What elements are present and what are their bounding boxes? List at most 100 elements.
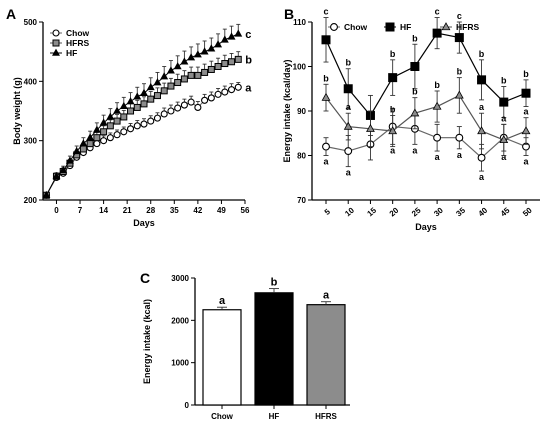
x-tick-label: 0 (54, 206, 59, 215)
x-tick-label: 50 (521, 205, 534, 218)
legend-marker (385, 22, 395, 32)
data-point (146, 82, 155, 91)
legend-marker (52, 48, 60, 56)
x-tick-label: 40 (477, 205, 490, 218)
data-point (454, 90, 464, 99)
x-tick-label: 45 (499, 205, 512, 218)
data-point (321, 92, 331, 101)
y-tick-label: 90 (297, 107, 306, 116)
series-hfrs: b a b b b b a a a (321, 67, 531, 156)
legend-marker (330, 23, 338, 31)
legend-marker (441, 22, 451, 31)
x-tick-label: Chow (211, 412, 234, 421)
data-point (133, 92, 142, 100)
data-point (214, 63, 222, 70)
data-point (207, 44, 216, 52)
bar-chow (202, 309, 242, 406)
data-point (388, 126, 398, 135)
data-point (52, 171, 61, 180)
data-point (72, 146, 81, 155)
data-point (140, 120, 148, 128)
data-point (180, 75, 188, 83)
significance-label: a (346, 102, 352, 112)
significance-label: a (390, 145, 396, 155)
data-point (227, 86, 236, 94)
legend-label: Chow (66, 28, 90, 38)
data-point (65, 156, 74, 164)
data-point (147, 117, 155, 125)
y-tick-label: 300 (24, 137, 38, 146)
data-point (194, 103, 202, 111)
significance-label: b (245, 54, 252, 66)
significance-label: a (219, 295, 226, 307)
data-point (499, 135, 509, 144)
significance-label: a (501, 152, 507, 162)
data-point (433, 133, 442, 142)
data-point (153, 114, 162, 122)
data-point (388, 73, 398, 83)
data-point (234, 55, 242, 63)
significance-label: a (323, 290, 330, 302)
significance-label: a (523, 107, 529, 117)
significance-label: b (479, 49, 485, 59)
x-tick-label: 5 (323, 207, 333, 217)
x-tick-label: HFRS (315, 412, 337, 421)
data-point (173, 62, 182, 70)
data-point (343, 121, 353, 130)
data-point (113, 131, 121, 139)
data-point (133, 122, 141, 130)
data-point (521, 88, 531, 98)
data-point (432, 28, 442, 38)
data-point (477, 126, 486, 135)
data-point (86, 140, 94, 148)
data-point (59, 165, 68, 174)
data-point (214, 40, 223, 48)
data-point (153, 78, 162, 86)
data-point (234, 29, 243, 37)
x-tick-label: 14 (99, 206, 108, 215)
series-hf: c b b b c c b b b (321, 7, 531, 136)
y-tick-label: 400 (24, 77, 38, 86)
significance-label: a (412, 145, 418, 155)
data-point (92, 125, 101, 133)
significance-label: a (501, 113, 507, 123)
significance-label: a (523, 157, 529, 167)
significance-label: c (245, 29, 251, 41)
significance-label: a (435, 152, 441, 162)
chart-b-x-axis-label: Days (415, 222, 437, 232)
chart-a-axes: 200 300 400 500 0 7 14 21 28 35 42 49 56 (24, 18, 250, 215)
legend-label: HFRS (456, 22, 479, 32)
data-point (106, 122, 114, 130)
data-point (200, 47, 209, 55)
significance-label: b (390, 49, 396, 59)
data-point (321, 35, 331, 45)
chart-a-y-axis-label: Body weight (g) (12, 77, 22, 145)
y-tick-label: 80 (297, 152, 306, 161)
panel-label-c: C (140, 270, 150, 286)
significance-label: b (390, 104, 396, 114)
legend-label: HF (400, 22, 411, 32)
data-point (180, 57, 189, 65)
series-chow: a a a a a a a a a (322, 108, 530, 182)
legend-marker (52, 29, 60, 37)
significance-label: b (434, 80, 440, 90)
data-point (126, 97, 135, 105)
chart-b-series: a a a a a a a a a c b b b c c b b b b a b b b b a a a (321, 7, 531, 182)
data-point (193, 50, 202, 58)
chart-a-x-axis-label: Days (133, 218, 155, 228)
data-point (174, 79, 182, 87)
data-point (187, 53, 196, 61)
data-point (201, 68, 209, 76)
series-line (325, 32, 527, 117)
x-tick-label: 21 (123, 206, 132, 215)
y-tick-label: 2000 (171, 316, 189, 325)
y-tick-label: 1000 (171, 359, 189, 368)
data-point (214, 90, 222, 98)
y-tick-label: 70 (297, 196, 306, 205)
y-tick-label: 100 (293, 63, 307, 72)
data-point (180, 101, 188, 109)
data-point (160, 72, 169, 80)
x-tick-label: HF (269, 412, 280, 421)
